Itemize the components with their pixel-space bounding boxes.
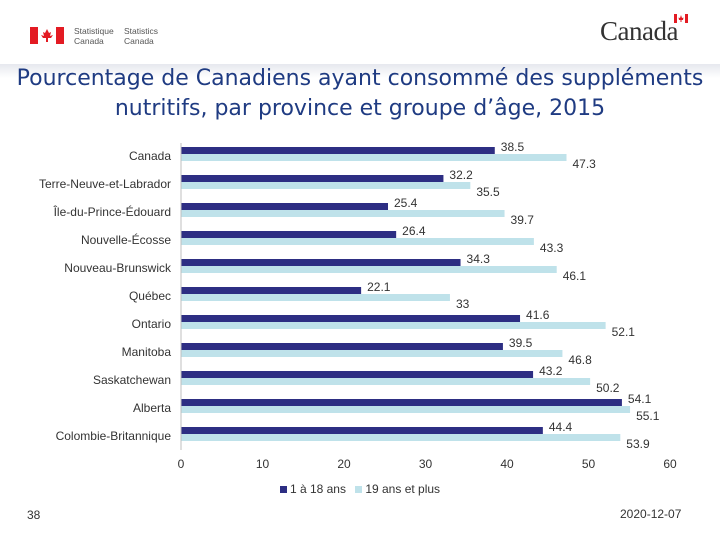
bar-series2 [181,238,534,245]
bar-series1 [181,231,397,238]
bar-series1 [181,147,495,154]
bar-series2 [181,322,606,329]
agency-fr-line1: Statistique [74,26,114,36]
data-label: 39.5 [509,336,533,350]
data-label: 38.5 [501,140,525,154]
data-label: 46.8 [568,353,592,367]
bar-series1 [181,315,521,322]
x-tick-label: 40 [500,457,514,471]
page-number: 38 [27,508,41,522]
canada-flag-icon [30,27,64,44]
data-label: 39.7 [511,213,535,227]
bar-series2 [181,154,567,161]
bar-series2 [181,266,557,273]
category-label: Île-du-Prince-Édouard [53,204,171,219]
header: Statistique Canada Statistics Canada Can… [0,0,720,64]
wordmark-flag-icon [674,14,688,23]
category-label: Saskatchewan [93,373,171,387]
category-label: Alberta [133,401,171,415]
data-label: 43.2 [539,364,563,378]
agency-name-fr: Statistique Canada [74,26,114,46]
legend-item-1: 1 à 18 ans [279,482,346,496]
category-label: Manitoba [122,345,172,359]
x-tick-label: 50 [582,457,596,471]
legend-label-1: 1 à 18 ans [289,482,346,496]
bar-series2 [181,406,631,413]
category-label: Colombie-Britannique [56,429,172,443]
data-label: 50.2 [596,381,620,395]
agency-en-line1: Statistics [124,26,159,36]
data-label: 47.3 [572,157,596,171]
data-label: 25.4 [394,196,418,210]
legend: 1 à 18 ans 19 ans et plus [0,482,720,496]
agency-fr-line2: Canada [74,36,104,46]
canada-wordmark: Canada [600,16,678,46]
bar-series1 [181,371,534,378]
x-tick-label: 10 [256,457,270,471]
data-label: 35.5 [476,185,500,199]
data-label: 33 [456,297,470,311]
bar-series1 [181,399,622,406]
legend-swatch-2 [355,486,363,494]
bar-series1 [181,427,543,434]
data-label: 53.9 [626,437,650,451]
header-band [0,64,720,78]
bar-series1 [181,259,461,266]
category-label: Québec [129,289,171,303]
bar-series2 [181,434,621,441]
data-label: 52.1 [612,325,636,339]
x-tick-label: 20 [337,457,351,471]
x-tick-label: 0 [178,457,185,471]
legend-swatch-1 [279,486,287,494]
x-tick-label: 60 [663,457,677,471]
bar-series2 [181,294,450,301]
bar-series1 [181,175,444,182]
data-label: 43.3 [540,241,564,255]
category-label: Nouveau-Brunswick [64,261,172,275]
data-label: 22.1 [367,280,391,294]
data-label: 44.4 [549,420,573,434]
bar-series2 [181,210,505,217]
data-label: 55.1 [636,409,660,423]
x-tick-label: 30 [419,457,433,471]
agency-en-line2: Canada [124,36,154,46]
bar-series2 [181,350,563,357]
footer-date: 2020-12-07 [620,507,682,521]
category-label: Ontario [132,317,172,331]
bar-series2 [181,378,591,385]
data-label: 41.6 [526,308,550,322]
data-label: 32.2 [449,168,473,182]
data-label: 34.3 [467,252,491,266]
bar-series2 [181,182,471,189]
legend-label-2: 19 ans et plus [365,482,441,496]
chart-title: Pourcentage de Canadiens ayant consommé … [16,66,704,121]
bar-series1 [181,287,362,294]
category-label: Canada [129,149,171,163]
bar-series1 [181,343,503,350]
agency-name-en: Statistics Canada [124,26,158,46]
data-label: 54.1 [628,392,652,406]
legend-item-2: 19 ans et plus [355,482,440,496]
category-label: Nouvelle-Écosse [81,232,171,247]
category-label: Terre-Neuve-et-Labrador [39,177,171,191]
data-label: 26.4 [402,224,426,238]
bar-series1 [181,203,389,210]
data-label: 46.1 [563,269,587,283]
bar-chart: Canada 38.5 47.3 Terre-Neuve-et-Labrador 32.… [39,140,677,471]
